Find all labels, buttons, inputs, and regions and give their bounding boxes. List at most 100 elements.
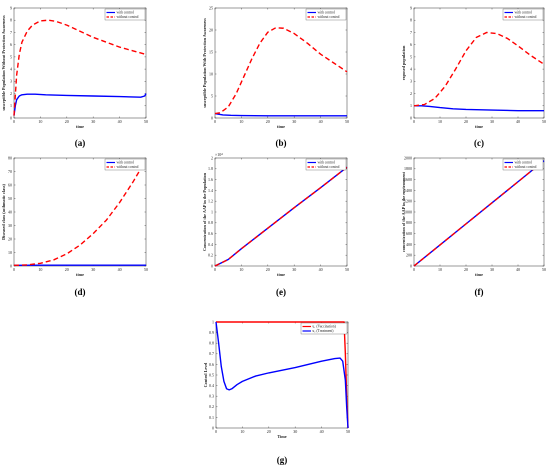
y-tick-label: 1800 (404, 166, 412, 171)
y-tick-label: 0 (410, 115, 412, 120)
panel-letter: (a) (75, 138, 86, 148)
y-tick-label: 8 (10, 18, 12, 23)
x-tick-label: 40 (118, 267, 122, 272)
x-tick-label: 20 (266, 267, 270, 272)
y-tick-label: 10 (8, 250, 12, 255)
plot-frame (215, 8, 347, 118)
x-tick-label: 0 (214, 267, 216, 272)
x-tick-label: 0 (413, 119, 415, 124)
y-tick-label: 80 (8, 155, 12, 160)
y-tick-label: 1.4 (208, 188, 213, 193)
plot-frame (14, 158, 146, 266)
y-tick-label: 0 (212, 425, 214, 430)
x-tick-label: 10 (240, 429, 244, 434)
y-tick-label: 0.2 (209, 404, 214, 409)
y-tick-label: 0.9 (209, 330, 214, 335)
y-tick-label: 2 (10, 91, 12, 96)
y-axis-label: Concentration of the AAP in the Populati… (202, 172, 207, 251)
y-tick-label: 20 (209, 27, 213, 32)
y-tick-label: 8 (410, 18, 412, 23)
y-tick-label: 50 (8, 196, 12, 201)
y-tick-label: 30 (8, 223, 12, 228)
x-tick-label: 20 (267, 429, 271, 434)
y-tick-label: 1 (10, 103, 12, 108)
y-tick-label: 1 (211, 209, 213, 214)
legend-entry: with control (117, 11, 134, 15)
y-axis-label: Control Level (203, 362, 208, 388)
y-tick-label: 9 (410, 5, 412, 10)
y-tick-label: 3 (10, 79, 12, 84)
x-tick-label: 10 (38, 267, 42, 272)
x-tick-label: 20 (65, 119, 69, 124)
x-tick-label: 40 (319, 119, 323, 124)
x-axis-label: time (475, 124, 483, 129)
y-tick-label: 1.8 (208, 166, 213, 171)
y-tick-label: 0.8 (208, 220, 213, 225)
x-tick-label: 30 (292, 119, 296, 124)
x-tick-label: 50 (144, 267, 148, 272)
y-tick-label: 1 (212, 319, 214, 324)
y-tick-label: 0 (10, 263, 12, 268)
legend-entry: without control (318, 15, 340, 19)
x-tick-label: 0 (13, 267, 15, 272)
legend: u₁ (Vaccination)u₂ (Treatment) (301, 323, 347, 334)
x-tick-label: 30 (292, 267, 296, 272)
x-tick-label: 0 (13, 119, 15, 124)
x-tick-label: 50 (542, 267, 546, 272)
x-tick-label: 50 (345, 267, 349, 272)
x-tick-label: 30 (490, 267, 494, 272)
y-tick-label: 4 (410, 67, 412, 72)
x-axis-label: time (475, 272, 483, 277)
y-tick-label: 60 (8, 182, 12, 187)
x-tick-label: 50 (144, 119, 148, 124)
x-tick-label: 20 (464, 119, 468, 124)
y-tick-label: 10 (209, 71, 213, 76)
x-axis-label: time (76, 124, 84, 129)
y-tick-label: 0.6 (209, 362, 214, 367)
y-tick-label: 2000 (404, 155, 412, 160)
legend-entry: with control (318, 161, 335, 165)
panel-letter: (d) (75, 287, 86, 297)
y-tick-label: 1 (410, 103, 412, 108)
plot-frame (414, 8, 544, 118)
y-tick-label: 0.4 (208, 242, 213, 247)
y-tick-label: 0.2 (208, 253, 213, 258)
y-tick-label: 600 (406, 231, 412, 236)
y-tick-label: 25 (209, 5, 213, 10)
plot-frame (215, 158, 347, 266)
panel-letter: (f) (475, 287, 484, 297)
y-tick-label: 0 (410, 263, 412, 268)
x-tick-label: 0 (214, 119, 216, 124)
y-tick-label: 0 (211, 115, 213, 120)
y-tick-label: 9 (10, 5, 12, 10)
y-tick-label: 0.8 (209, 341, 214, 346)
y-tick-label: 0.7 (209, 351, 214, 356)
x-tick-label: 10 (239, 119, 243, 124)
y-tick-label: 5 (211, 93, 213, 98)
x-tick-label: 10 (438, 119, 442, 124)
x-tick-label: 20 (65, 267, 69, 272)
y-tick-label: 0.3 (209, 394, 214, 399)
x-axis-label: time (277, 272, 285, 277)
y-tick-label: 70 (8, 169, 12, 174)
legend-entry: without control (117, 15, 139, 19)
plot-frame (216, 322, 348, 428)
plot-frame (14, 8, 146, 118)
x-tick-label: 40 (320, 429, 324, 434)
legend-entry: with control (515, 161, 532, 165)
y-tick-label: 40 (8, 209, 12, 214)
y-tick-label: 400 (406, 242, 412, 247)
panel-letter: (c) (474, 138, 484, 148)
x-tick-label: 30 (490, 119, 494, 124)
y-tick-label: 5 (10, 54, 12, 59)
x-tick-label: 50 (345, 119, 349, 124)
